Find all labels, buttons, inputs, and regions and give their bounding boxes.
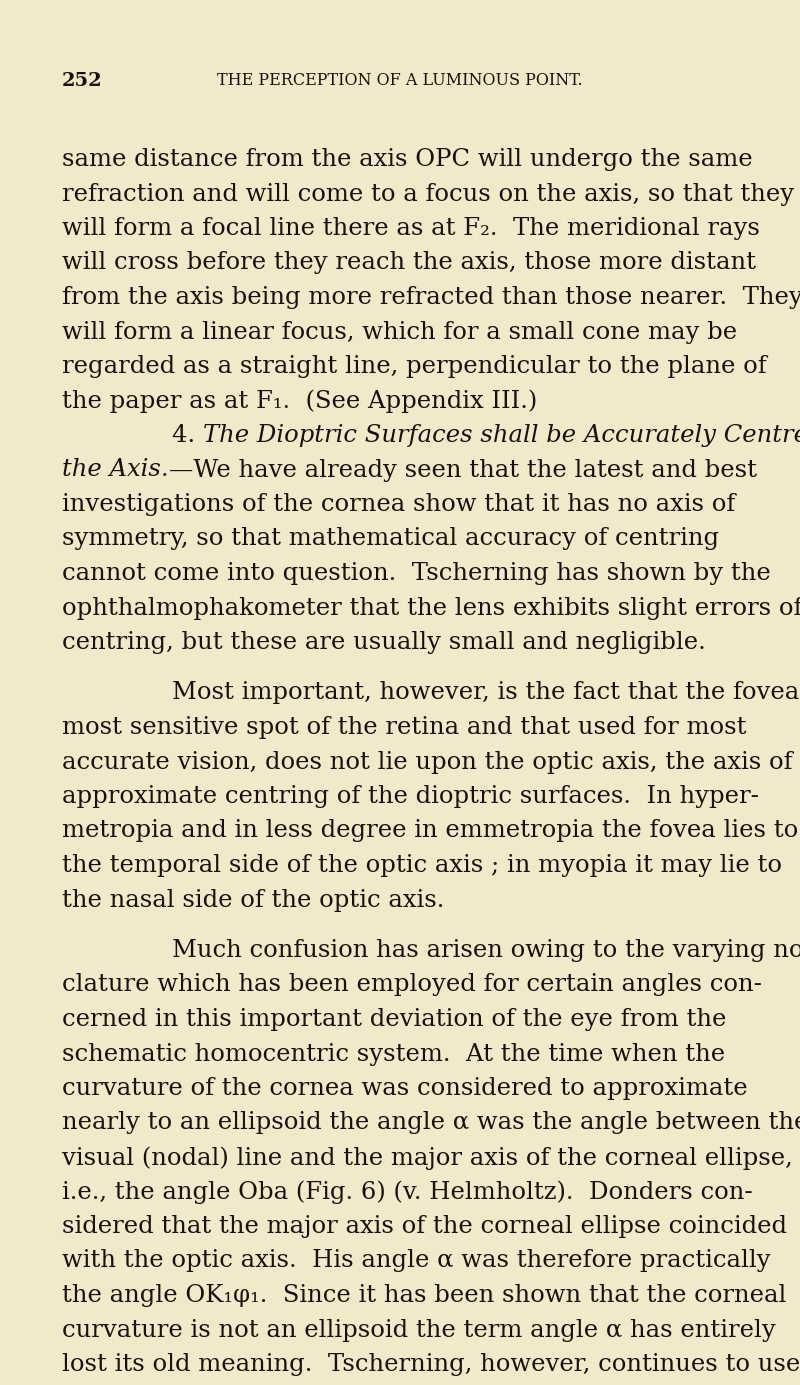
Text: refraction and will come to a focus on the axis, so that they: refraction and will come to a focus on t… <box>62 183 794 205</box>
Text: —We have already seen that the latest and best: —We have already seen that the latest an… <box>169 458 757 482</box>
Text: Most important, however, is the fact that the fovea, the: Most important, however, is the fact tha… <box>172 681 800 705</box>
Text: the angle OK₁φ₁.  Since it has been shown that the corneal: the angle OK₁φ₁. Since it has been shown… <box>62 1284 786 1307</box>
Text: with the optic axis.  His angle α was therefore practically: with the optic axis. His angle α was the… <box>62 1249 770 1273</box>
Text: regarded as a straight line, perpendicular to the plane of: regarded as a straight line, perpendicul… <box>62 355 766 378</box>
Text: The Dioptric Surfaces shall be Accurately Centred upon: The Dioptric Surfaces shall be Accuratel… <box>203 424 800 447</box>
Text: clature which has been employed for certain angles con-: clature which has been employed for cert… <box>62 974 762 996</box>
Text: symmetry, so that mathematical accuracy of centring: symmetry, so that mathematical accuracy … <box>62 528 719 550</box>
Text: the paper as at F₁.  (See Appendix III.): the paper as at F₁. (See Appendix III.) <box>62 389 538 413</box>
Text: most sensitive spot of the retina and that used for most: most sensitive spot of the retina and th… <box>62 716 746 740</box>
Text: i.e., the angle Oba (Fig. 6) (v. Helmholtz).  Donders con-: i.e., the angle Oba (Fig. 6) (v. Helmhol… <box>62 1180 753 1204</box>
Text: 252: 252 <box>62 72 102 90</box>
Text: same distance from the axis OPC will undergo the same: same distance from the axis OPC will und… <box>62 148 753 170</box>
Text: curvature of the cornea was considered to approximate: curvature of the cornea was considered t… <box>62 1078 748 1100</box>
Text: Much confusion has arisen owing to the varying nomen-: Much confusion has arisen owing to the v… <box>172 939 800 963</box>
Text: will form a linear focus, which for a small cone may be: will form a linear focus, which for a sm… <box>62 320 737 343</box>
Text: curvature is not an ellipsoid the term angle α has entirely: curvature is not an ellipsoid the term a… <box>62 1319 776 1342</box>
Text: investigations of the cornea show that it has no axis of: investigations of the cornea show that i… <box>62 493 735 517</box>
Text: from the axis being more refracted than those nearer.  They: from the axis being more refracted than … <box>62 285 800 309</box>
Text: 4.: 4. <box>172 424 203 447</box>
Text: schematic homocentric system.  At the time when the: schematic homocentric system. At the tim… <box>62 1043 725 1065</box>
Text: ophthalmophakometer that the lens exhibits slight errors of: ophthalmophakometer that the lens exhibi… <box>62 597 800 619</box>
Text: metropia and in less degree in emmetropia the fovea lies to: metropia and in less degree in emmetropi… <box>62 820 798 842</box>
Text: the nasal side of the optic axis.: the nasal side of the optic axis. <box>62 889 444 911</box>
Text: cannot come into question.  Tscherning has shown by the: cannot come into question. Tscherning ha… <box>62 562 770 584</box>
Text: sidered that the major axis of the corneal ellipse coincided: sidered that the major axis of the corne… <box>62 1215 787 1238</box>
Text: visual (nodal) line and the major axis of the corneal ellipse,: visual (nodal) line and the major axis o… <box>62 1145 793 1169</box>
Text: lost its old meaning.  Tscherning, however, continues to use: lost its old meaning. Tscherning, howeve… <box>62 1353 800 1377</box>
Text: the temporal side of the optic axis ; in myopia it may lie to: the temporal side of the optic axis ; in… <box>62 855 782 877</box>
Text: approximate centring of the dioptric surfaces.  In hyper-: approximate centring of the dioptric sur… <box>62 785 759 807</box>
Text: accurate vision, does not lie upon the optic axis, the axis of: accurate vision, does not lie upon the o… <box>62 751 793 773</box>
Text: will cross before they reach the axis, those more distant: will cross before they reach the axis, t… <box>62 252 756 274</box>
Text: the Axis.: the Axis. <box>62 458 169 482</box>
Text: centring, but these are usually small and negligible.: centring, but these are usually small an… <box>62 632 706 654</box>
Text: cerned in this important deviation of the eye from the: cerned in this important deviation of th… <box>62 1008 726 1030</box>
Text: nearly to an ellipsoid the angle α was the angle between the: nearly to an ellipsoid the angle α was t… <box>62 1112 800 1134</box>
Text: will form a focal line there as at F₂.  The meridional rays: will form a focal line there as at F₂. T… <box>62 217 760 240</box>
Text: THE PERCEPTION OF A LUMINOUS POINT.: THE PERCEPTION OF A LUMINOUS POINT. <box>217 72 583 89</box>
